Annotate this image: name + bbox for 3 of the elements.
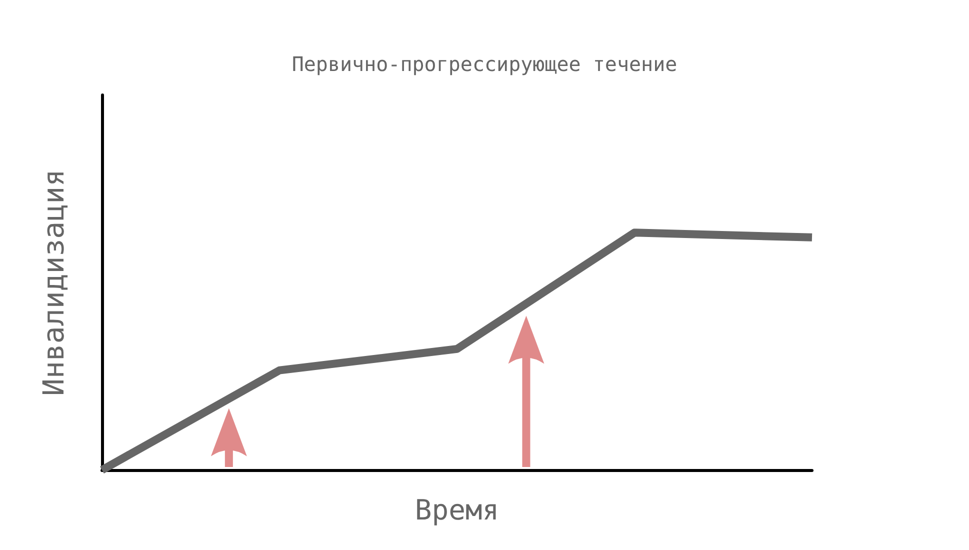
chart-title: Первично-прогрессирующее течение — [292, 52, 678, 76]
x-axis-title: Время — [414, 494, 500, 526]
y-axis-title: Инвалидизация — [36, 169, 70, 396]
